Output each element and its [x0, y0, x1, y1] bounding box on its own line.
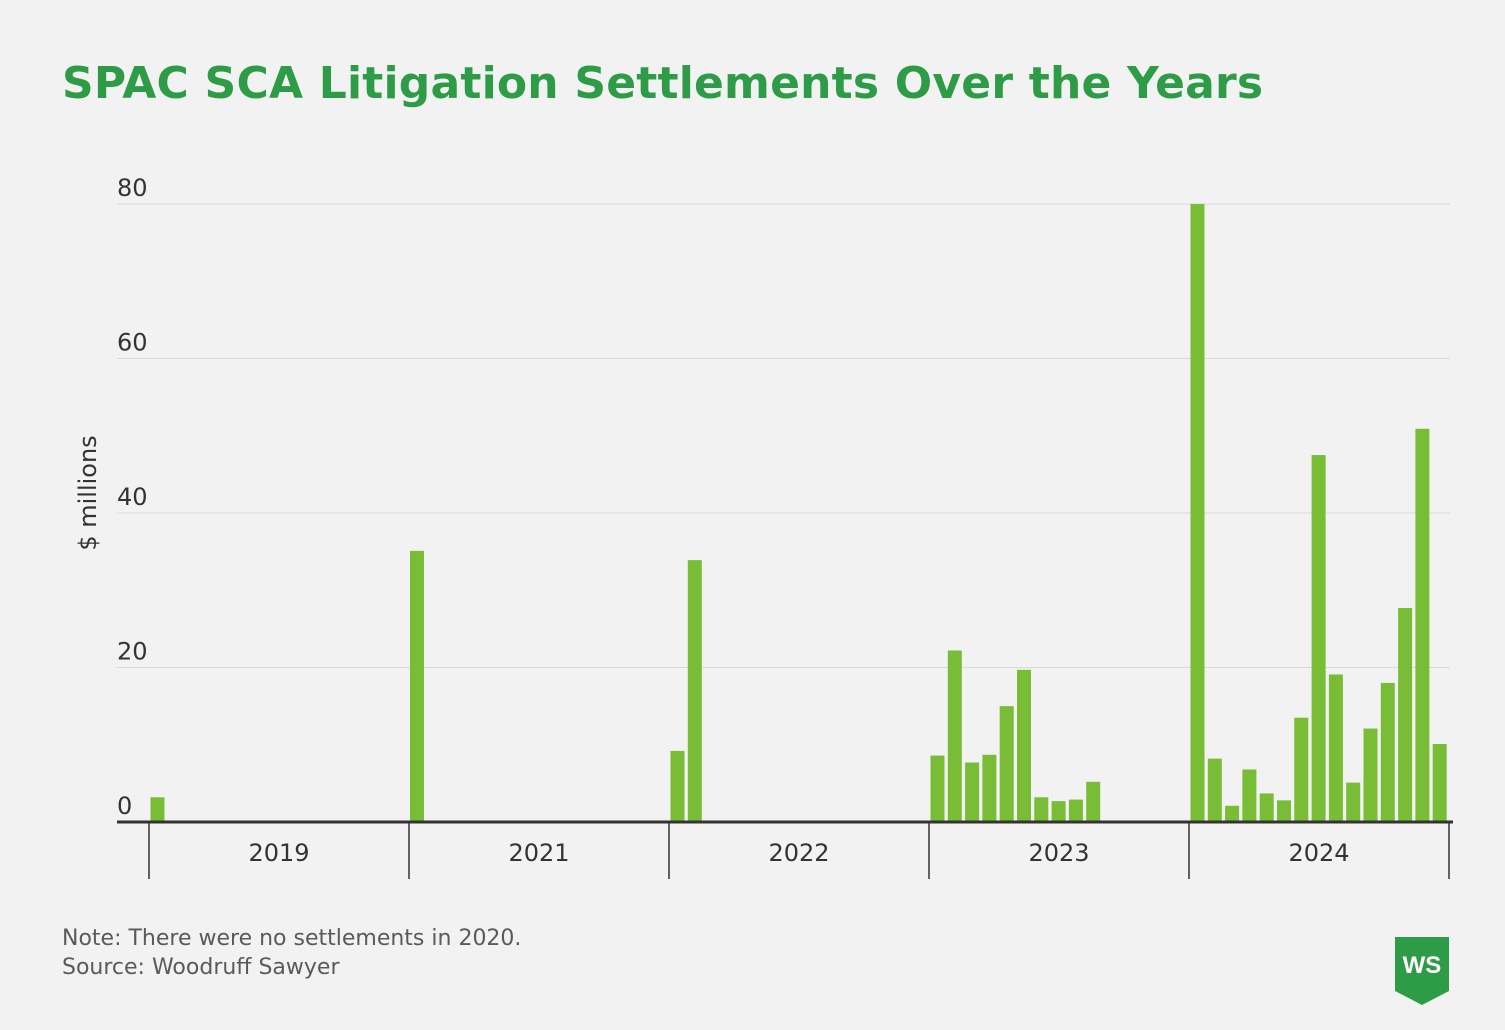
- bar: [1415, 428, 1430, 822]
- bar: [687, 560, 702, 822]
- bar: [1311, 455, 1326, 822]
- chart-title: SPAC SCA Litigation Settlements Over the…: [62, 58, 1264, 109]
- y-tick-label: 80: [117, 174, 148, 202]
- x-tick-label: 2023: [1028, 839, 1089, 867]
- chart: 0 20 40 60 80 $ millions 2019 2021 2022 2023 2024: [74, 174, 1453, 879]
- chart-notes: Note: There were no settlements in 2020.…: [62, 924, 521, 982]
- bar: [1225, 805, 1240, 822]
- x-tick-label: 2022: [768, 839, 829, 867]
- y-tick-label: 60: [117, 329, 148, 357]
- bar: [1432, 743, 1447, 822]
- bar: [982, 754, 997, 822]
- y-tick-label: 0: [117, 792, 132, 820]
- bar: [1017, 669, 1031, 822]
- bar: [1190, 204, 1205, 822]
- bar: [1346, 782, 1361, 822]
- bar: [1259, 793, 1274, 822]
- bar: [1363, 728, 1378, 822]
- bar: [1034, 797, 1049, 822]
- bar: [410, 550, 424, 822]
- bar: [1277, 800, 1291, 822]
- bar: [150, 797, 165, 822]
- y-tick-label: 40: [117, 483, 148, 511]
- logo-shield: [1395, 937, 1449, 1005]
- bar: [1294, 717, 1309, 822]
- note-text: Note: There were no settlements in 2020.: [62, 926, 522, 951]
- bar: [999, 706, 1014, 822]
- ws-logo: WS: [1395, 937, 1449, 1005]
- bar: [670, 750, 685, 822]
- bar: [1380, 682, 1395, 822]
- y-axis-label: $ millions: [74, 435, 102, 550]
- source-text: Source: Woodruff Sawyer: [62, 955, 340, 980]
- bar: [1207, 758, 1222, 822]
- bar: [1328, 674, 1343, 822]
- y-tick-label: 20: [117, 638, 148, 666]
- logo-text: WS: [1403, 952, 1442, 979]
- bar: [1398, 608, 1413, 822]
- bar: [1242, 769, 1257, 822]
- bar: [947, 650, 962, 822]
- bar: [1051, 801, 1066, 822]
- bar: [1086, 781, 1101, 822]
- x-tick-label: 2021: [508, 839, 569, 867]
- x-tick-label: 2019: [248, 839, 309, 867]
- bar: [1068, 799, 1083, 822]
- x-tick-label: 2024: [1288, 839, 1349, 867]
- bar: [930, 755, 945, 822]
- bar: [965, 762, 980, 822]
